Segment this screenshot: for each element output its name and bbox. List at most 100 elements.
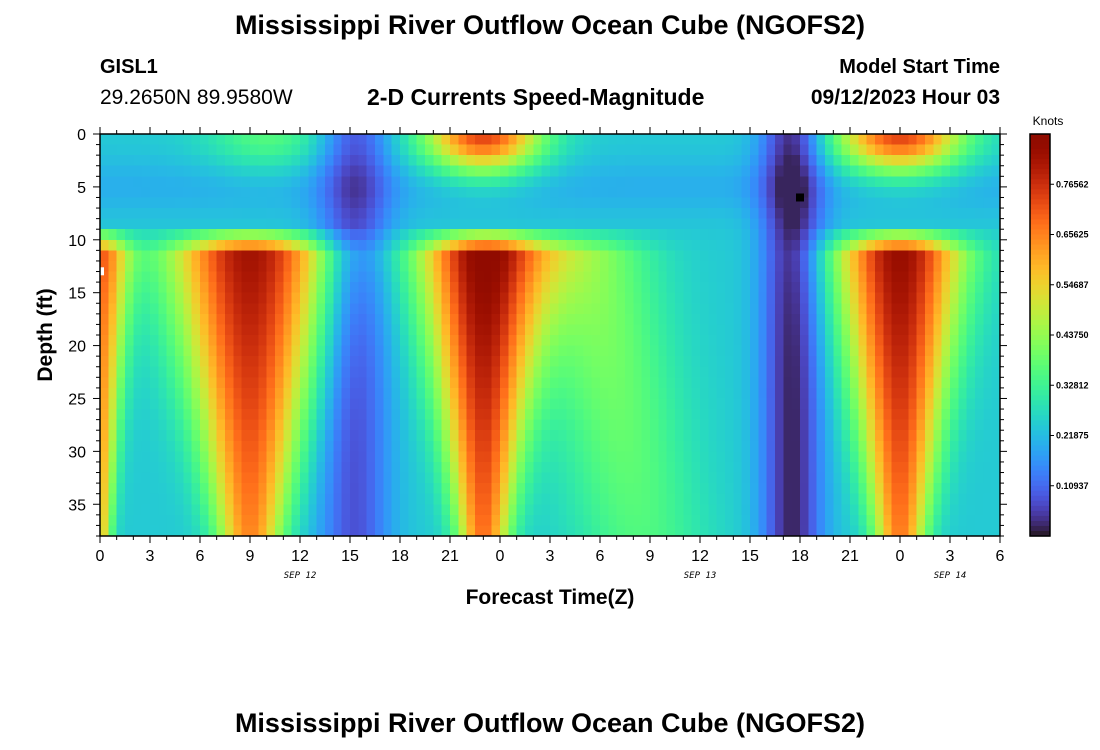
heatmap-cell bbox=[225, 461, 234, 474]
heatmap-cell bbox=[858, 324, 868, 336]
heatmap-cell bbox=[725, 134, 734, 146]
heatmap-cell bbox=[516, 197, 526, 209]
heatmap-cell bbox=[975, 377, 984, 389]
heatmap-cell bbox=[825, 229, 834, 241]
heatmap-cell bbox=[591, 303, 601, 315]
heatmap-cell bbox=[700, 260, 709, 273]
heatmap-cell bbox=[158, 525, 168, 537]
heatmap-cell bbox=[883, 356, 893, 368]
heatmap-cell bbox=[175, 514, 184, 527]
heatmap-cell bbox=[508, 208, 518, 220]
heatmap-cell bbox=[883, 366, 893, 378]
heatmap-cell bbox=[541, 165, 551, 177]
heatmap-cell bbox=[233, 430, 243, 442]
heatmap-cell bbox=[550, 186, 559, 199]
heatmap-cell bbox=[466, 335, 476, 347]
heatmap-cell bbox=[316, 525, 326, 537]
heatmap-cell bbox=[766, 451, 776, 463]
heatmap-cell bbox=[616, 229, 626, 241]
heatmap-cell bbox=[391, 176, 401, 188]
heatmap-cell bbox=[133, 197, 143, 209]
heatmap-cell bbox=[600, 165, 609, 177]
heatmap-cell bbox=[591, 419, 601, 431]
date-label: SEP 12 bbox=[284, 571, 317, 581]
heatmap-cell bbox=[941, 493, 951, 505]
heatmap-cell bbox=[383, 313, 393, 326]
heatmap-cell bbox=[416, 335, 426, 347]
x-tick-label: 6 bbox=[596, 548, 605, 565]
heatmap-cell bbox=[775, 165, 784, 177]
colorbar-segment bbox=[1030, 214, 1050, 221]
heatmap-cell bbox=[200, 440, 209, 452]
heatmap-cell bbox=[625, 366, 634, 378]
heatmap-cell bbox=[225, 356, 234, 368]
heatmap-cell bbox=[800, 440, 809, 452]
heatmap-cell bbox=[366, 472, 376, 484]
heatmap-cell bbox=[291, 239, 301, 251]
heatmap-cell bbox=[741, 186, 751, 199]
heatmap-cell bbox=[841, 271, 851, 283]
heatmap-cell bbox=[525, 493, 534, 505]
heatmap-cell bbox=[883, 525, 893, 537]
heatmap-cell bbox=[416, 345, 426, 357]
heatmap-cell bbox=[541, 409, 551, 421]
heatmap-cell bbox=[200, 144, 209, 156]
heatmap-cell bbox=[416, 483, 426, 495]
heatmap-cell bbox=[641, 218, 651, 230]
heatmap-cell bbox=[250, 398, 259, 410]
heatmap-cell bbox=[975, 409, 984, 421]
heatmap-cell bbox=[116, 440, 126, 452]
heatmap-cell bbox=[875, 377, 884, 389]
y-tick-label: 5 bbox=[77, 180, 86, 197]
heatmap-cell bbox=[133, 377, 143, 389]
heatmap-cell bbox=[708, 134, 718, 146]
heatmap-cell bbox=[858, 514, 868, 527]
heatmap-cell bbox=[891, 292, 901, 304]
heatmap-cell bbox=[883, 218, 893, 230]
heatmap-cell bbox=[333, 282, 343, 294]
heatmap-cell bbox=[933, 303, 943, 315]
heatmap-cell bbox=[375, 387, 384, 400]
heatmap-cell bbox=[283, 250, 293, 262]
heatmap-cell bbox=[758, 303, 768, 315]
x-tick-label: 3 bbox=[146, 548, 155, 565]
heatmap-cell bbox=[333, 451, 343, 463]
heatmap-cell bbox=[391, 250, 401, 262]
heatmap-cell bbox=[850, 398, 859, 410]
heatmap-cell bbox=[266, 260, 276, 273]
heatmap-cell bbox=[675, 419, 684, 431]
heatmap-cell bbox=[500, 229, 509, 241]
heatmap-cell bbox=[791, 239, 801, 251]
heatmap-cell bbox=[783, 377, 793, 389]
heatmap-cell bbox=[808, 134, 818, 146]
heatmap-cell bbox=[308, 525, 318, 537]
heatmap-cell bbox=[883, 176, 893, 188]
heatmap-cell bbox=[433, 398, 443, 410]
heatmap-cell bbox=[925, 186, 934, 199]
heatmap-cell bbox=[900, 419, 909, 431]
heatmap-cell bbox=[258, 335, 268, 347]
heatmap-cell bbox=[741, 282, 751, 294]
heatmap-cell bbox=[166, 229, 176, 241]
heatmap-cell bbox=[975, 419, 984, 431]
heatmap-cell bbox=[816, 430, 826, 442]
heatmap-cell bbox=[350, 377, 359, 389]
heatmap-cell bbox=[358, 155, 368, 167]
heatmap-cell bbox=[433, 303, 443, 315]
heatmap-cell bbox=[116, 282, 126, 294]
heatmap-cell bbox=[525, 514, 534, 527]
heatmap-cell bbox=[800, 483, 809, 495]
heatmap-cell bbox=[608, 335, 618, 347]
heatmap-cell bbox=[341, 430, 351, 442]
heatmap-cell bbox=[833, 461, 843, 474]
heatmap-cell bbox=[741, 144, 751, 156]
heatmap-cell bbox=[633, 398, 643, 410]
heatmap-cell bbox=[233, 504, 243, 516]
heatmap-cell bbox=[333, 493, 343, 505]
heatmap-cell bbox=[658, 461, 668, 474]
colorbar-segment bbox=[1030, 284, 1050, 291]
heatmap-cell bbox=[533, 260, 543, 273]
heatmap-cell bbox=[250, 356, 259, 368]
heatmap-cell bbox=[350, 197, 359, 209]
heatmap-cell bbox=[775, 282, 784, 294]
